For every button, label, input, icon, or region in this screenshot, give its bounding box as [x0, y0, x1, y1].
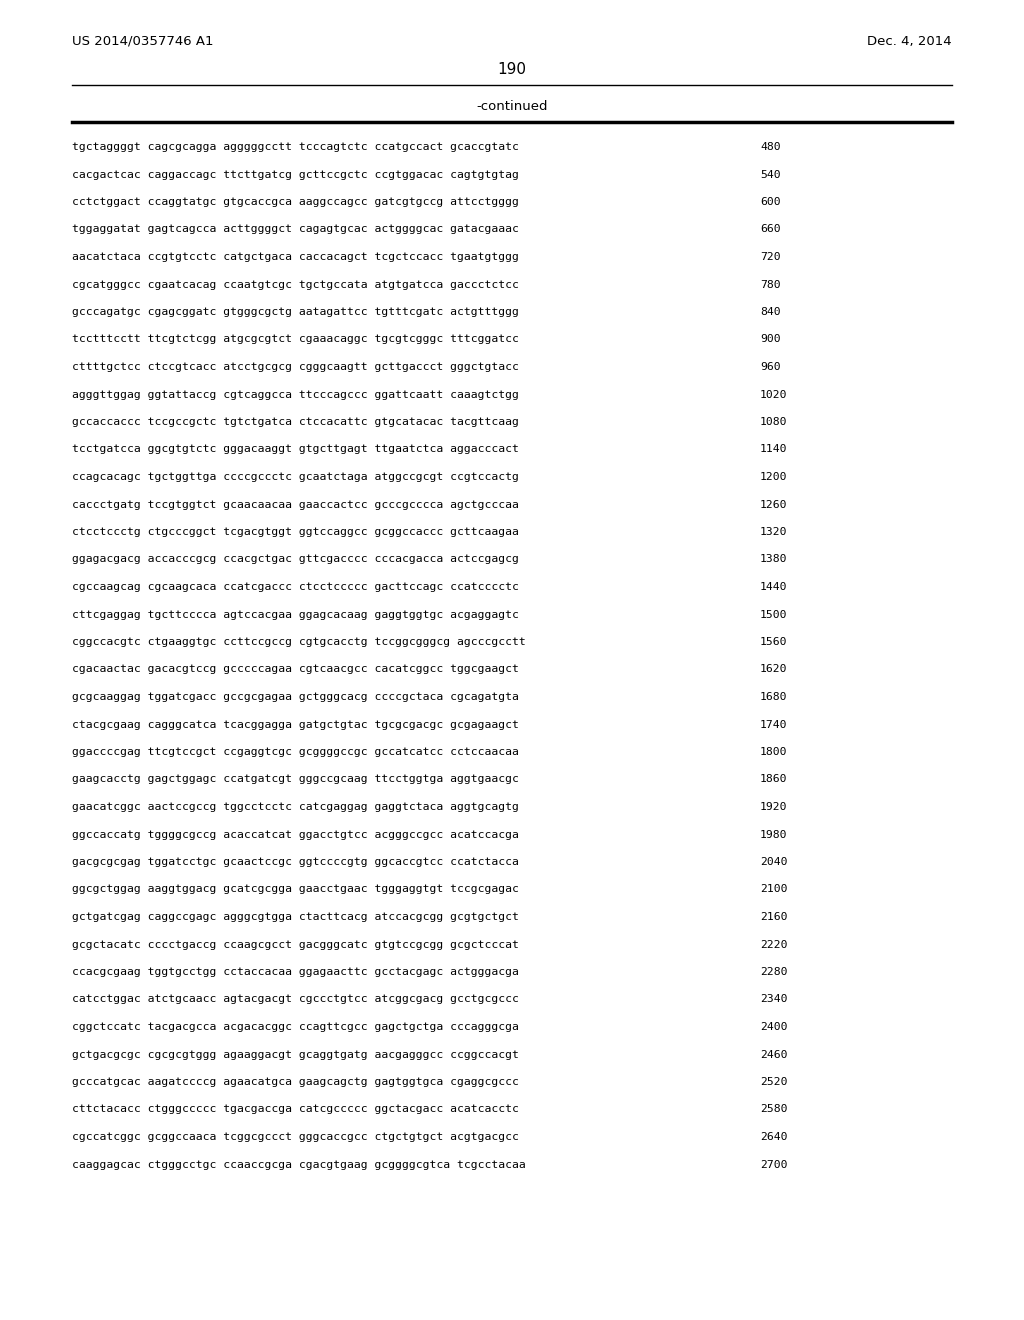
Text: 1440: 1440 [760, 582, 787, 591]
Text: -continued: -continued [476, 100, 548, 114]
Text: 2340: 2340 [760, 994, 787, 1005]
Text: gccaccaccc tccgccgctc tgtctgatca ctccacattc gtgcatacac tacgttcaag: gccaccaccc tccgccgctc tgtctgatca ctccaca… [72, 417, 519, 426]
Text: 2400: 2400 [760, 1022, 787, 1032]
Text: cgccaagcag cgcaagcaca ccatcgaccc ctcctccccc gacttccagc ccatcccctc: cgccaagcag cgcaagcaca ccatcgaccc ctcctcc… [72, 582, 519, 591]
Text: 1500: 1500 [760, 610, 787, 619]
Text: 900: 900 [760, 334, 780, 345]
Text: 720: 720 [760, 252, 780, 261]
Text: 540: 540 [760, 169, 780, 180]
Text: ggccaccatg tggggcgccg acaccatcat ggacctgtcc acgggccgcc acatccacga: ggccaccatg tggggcgccg acaccatcat ggacctg… [72, 829, 519, 840]
Text: tcctgatcca ggcgtgtctc gggacaaggt gtgcttgagt ttgaatctca aggacccact: tcctgatcca ggcgtgtctc gggacaaggt gtgcttg… [72, 445, 519, 454]
Text: gaacatcggc aactccgccg tggcctcctc catcgaggag gaggtctaca aggtgcagtg: gaacatcggc aactccgccg tggcctcctc catcgag… [72, 803, 519, 812]
Text: US 2014/0357746 A1: US 2014/0357746 A1 [72, 36, 213, 48]
Text: gctgatcgag caggccgagc agggcgtgga ctacttcacg atccacgcgg gcgtgctgct: gctgatcgag caggccgagc agggcgtgga ctacttc… [72, 912, 519, 921]
Text: 2460: 2460 [760, 1049, 787, 1060]
Text: 2220: 2220 [760, 940, 787, 949]
Text: caaggagcac ctgggcctgc ccaaccgcga cgacgtgaag gcggggcgtca tcgcctacaa: caaggagcac ctgggcctgc ccaaccgcga cgacgtg… [72, 1159, 525, 1170]
Text: gcccagatgc cgagcggatc gtgggcgctg aatagattcc tgtttcgatc actgtttggg: gcccagatgc cgagcggatc gtgggcgctg aatagat… [72, 308, 519, 317]
Text: 1920: 1920 [760, 803, 787, 812]
Text: tggaggatat gagtcagcca acttggggct cagagtgcac actggggcac gatacgaaac: tggaggatat gagtcagcca acttggggct cagagtg… [72, 224, 519, 235]
Text: ggaccccgag ttcgtccgct ccgaggtcgc gcggggccgc gccatcatcc cctccaacaa: ggaccccgag ttcgtccgct ccgaggtcgc gcggggc… [72, 747, 519, 756]
Text: 1740: 1740 [760, 719, 787, 730]
Text: gaagcacctg gagctggagc ccatgatcgt gggccgcaag ttcctggtga aggtgaacgc: gaagcacctg gagctggagc ccatgatcgt gggccgc… [72, 775, 519, 784]
Text: cttttgctcc ctccgtcacc atcctgcgcg cgggcaagtt gcttgaccct gggctgtacc: cttttgctcc ctccgtcacc atcctgcgcg cgggcaa… [72, 362, 519, 372]
Text: ctacgcgaag cagggcatca tcacggagga gatgctgtac tgcgcgacgc gcgagaagct: ctacgcgaag cagggcatca tcacggagga gatgctg… [72, 719, 519, 730]
Text: 2640: 2640 [760, 1133, 787, 1142]
Text: 1560: 1560 [760, 638, 787, 647]
Text: 780: 780 [760, 280, 780, 289]
Text: cgccatcggc gcggccaaca tcggcgccct gggcaccgcc ctgctgtgct acgtgacgcc: cgccatcggc gcggccaaca tcggcgccct gggcacc… [72, 1133, 519, 1142]
Text: 1620: 1620 [760, 664, 787, 675]
Text: cacgactcac caggaccagc ttcttgatcg gcttccgctc ccgtggacac cagtgtgtag: cacgactcac caggaccagc ttcttgatcg gcttccg… [72, 169, 519, 180]
Text: ctcctccctg ctgcccggct tcgacgtggt ggtccaggcc gcggccaccc gcttcaagaa: ctcctccctg ctgcccggct tcgacgtggt ggtccag… [72, 527, 519, 537]
Text: 1380: 1380 [760, 554, 787, 565]
Text: 1200: 1200 [760, 473, 787, 482]
Text: ggcgctggag aaggtggacg gcatcgcgga gaacctgaac tgggaggtgt tccgcgagac: ggcgctggag aaggtggacg gcatcgcgga gaacctg… [72, 884, 519, 895]
Text: 1980: 1980 [760, 829, 787, 840]
Text: cttcgaggag tgcttcccca agtccacgaa ggagcacaag gaggtggtgc acgaggagtc: cttcgaggag tgcttcccca agtccacgaa ggagcac… [72, 610, 519, 619]
Text: tcctttcctt ttcgtctcgg atgcgcgtct cgaaacaggc tgcgtcgggc tttcggatcc: tcctttcctt ttcgtctcgg atgcgcgtct cgaaaca… [72, 334, 519, 345]
Text: 2160: 2160 [760, 912, 787, 921]
Text: gcgctacatc cccctgaccg ccaagcgcct gacgggcatc gtgtccgcgg gcgctcccat: gcgctacatc cccctgaccg ccaagcgcct gacgggc… [72, 940, 519, 949]
Text: 1020: 1020 [760, 389, 787, 400]
Text: 2100: 2100 [760, 884, 787, 895]
Text: agggttggag ggtattaccg cgtcaggcca ttcccagccc ggattcaatt caaagtctgg: agggttggag ggtattaccg cgtcaggcca ttcccag… [72, 389, 519, 400]
Text: Dec. 4, 2014: Dec. 4, 2014 [867, 36, 952, 48]
Text: ccagcacagc tgctggttga ccccgccctc gcaatctaga atggccgcgt ccgtccactg: ccagcacagc tgctggttga ccccgccctc gcaatct… [72, 473, 519, 482]
Text: cggccacgtc ctgaaggtgc ccttccgccg cgtgcacctg tccggcgggcg agcccgcctt: cggccacgtc ctgaaggtgc ccttccgccg cgtgcac… [72, 638, 525, 647]
Text: 600: 600 [760, 197, 780, 207]
Text: aacatctaca ccgtgtcctc catgctgaca caccacagct tcgctccacc tgaatgtggg: aacatctaca ccgtgtcctc catgctgaca caccaca… [72, 252, 519, 261]
Text: cttctacacc ctgggccccc tgacgaccga catcgccccc ggctacgacc acatcacctc: cttctacacc ctgggccccc tgacgaccga catcgcc… [72, 1105, 519, 1114]
Text: cgcatgggcc cgaatcacag ccaatgtcgc tgctgccata atgtgatcca gaccctctcc: cgcatgggcc cgaatcacag ccaatgtcgc tgctgcc… [72, 280, 519, 289]
Text: 1320: 1320 [760, 527, 787, 537]
Text: 1680: 1680 [760, 692, 787, 702]
Text: catcctggac atctgcaacc agtacgacgt cgccctgtcc atcggcgacg gcctgcgccc: catcctggac atctgcaacc agtacgacgt cgccctg… [72, 994, 519, 1005]
Text: 1080: 1080 [760, 417, 787, 426]
Text: gacgcgcgag tggatcctgc gcaactccgc ggtccccgtg ggcaccgtcc ccatctacca: gacgcgcgag tggatcctgc gcaactccgc ggtcccc… [72, 857, 519, 867]
Text: 960: 960 [760, 362, 780, 372]
Text: 1140: 1140 [760, 445, 787, 454]
Text: 1800: 1800 [760, 747, 787, 756]
Text: 190: 190 [498, 62, 526, 77]
Text: gctgacgcgc cgcgcgtggg agaaggacgt gcaggtgatg aacgagggcc ccggccacgt: gctgacgcgc cgcgcgtggg agaaggacgt gcaggtg… [72, 1049, 519, 1060]
Text: 2280: 2280 [760, 968, 787, 977]
Text: 1260: 1260 [760, 499, 787, 510]
Text: cggctccatc tacgacgcca acgacacggc ccagttcgcc gagctgctga cccagggcga: cggctccatc tacgacgcca acgacacggc ccagttc… [72, 1022, 519, 1032]
Text: 480: 480 [760, 143, 780, 152]
Text: gcgcaaggag tggatcgacc gccgcgagaa gctgggcacg ccccgctaca cgcagatgta: gcgcaaggag tggatcgacc gccgcgagaa gctgggc… [72, 692, 519, 702]
Text: 2520: 2520 [760, 1077, 787, 1086]
Text: ccacgcgaag tggtgcctgg cctaccacaa ggagaacttc gcctacgagc actgggacga: ccacgcgaag tggtgcctgg cctaccacaa ggagaac… [72, 968, 519, 977]
Text: caccctgatg tccgtggtct gcaacaacaa gaaccactcc gcccgcccca agctgcccaa: caccctgatg tccgtggtct gcaacaacaa gaaccac… [72, 499, 519, 510]
Text: ggagacgacg accacccgcg ccacgctgac gttcgacccc cccacgacca actccgagcg: ggagacgacg accacccgcg ccacgctgac gttcgac… [72, 554, 519, 565]
Text: tgctaggggt cagcgcagga agggggcctt tcccagtctc ccatgccact gcaccgtatc: tgctaggggt cagcgcagga agggggcctt tcccagt… [72, 143, 519, 152]
Text: 840: 840 [760, 308, 780, 317]
Text: 1860: 1860 [760, 775, 787, 784]
Text: cgacaactac gacacgtccg gcccccagaa cgtcaacgcc cacatcggcc tggcgaagct: cgacaactac gacacgtccg gcccccagaa cgtcaac… [72, 664, 519, 675]
Text: 2040: 2040 [760, 857, 787, 867]
Text: 660: 660 [760, 224, 780, 235]
Text: gcccatgcac aagatccccg agaacatgca gaagcagctg gagtggtgca cgaggcgccc: gcccatgcac aagatccccg agaacatgca gaagcag… [72, 1077, 519, 1086]
Text: 2580: 2580 [760, 1105, 787, 1114]
Text: 2700: 2700 [760, 1159, 787, 1170]
Text: cctctggact ccaggtatgc gtgcaccgca aaggccagcc gatcgtgccg attcctgggg: cctctggact ccaggtatgc gtgcaccgca aaggcca… [72, 197, 519, 207]
